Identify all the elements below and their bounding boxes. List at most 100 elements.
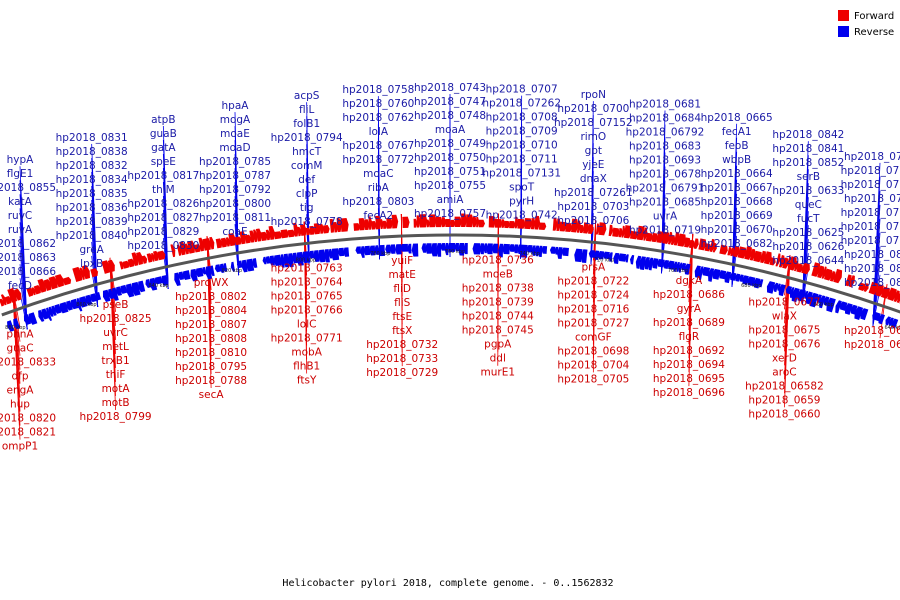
kbp-tick-11: 660 kbp [813,302,833,308]
forward-gene-68 [364,219,370,231]
forward-gene-148 [775,253,781,267]
gene-label-moaa: moaA [435,124,466,136]
reverse-gene-97 [526,245,533,253]
forward-gene-41 [228,233,236,247]
gene-label-hp2018-0772: hp2018_0772 [342,154,414,166]
gene-label-comm: comM [291,160,323,172]
reverse-gene-158 [826,297,836,313]
reverse-gene-140 [742,275,749,285]
legend-swatch-reverse [838,26,849,37]
reverse-gene-46 [262,256,267,265]
reverse-gene-106 [574,248,583,263]
reverse-gene-96 [519,244,528,258]
gene-label-hp2018-0745: hp2018_0745 [462,325,534,337]
gene-label-hp2018-0716: hp2018_0716 [557,303,629,315]
reverse-gene-58 [318,249,326,263]
reverse-gene-1 [13,318,21,330]
reverse-gene-66 [363,245,371,256]
forward-gene-38 [215,238,223,249]
reverse-leader-hp2018-0831 [91,143,99,307]
gene-label-hp2018-0675: hp2018_0675 [748,324,820,336]
reverse-gene-68 [374,245,379,255]
gene-label-hp2018-0676: hp2018_0676 [748,338,820,350]
reverse-gene-142 [753,277,761,289]
forward-gene-162 [849,275,855,288]
reverse-gene-162 [850,304,858,315]
reverse-gene-65 [360,246,365,258]
reverse-gene-81 [444,243,449,256]
reverse-gene-26 [145,279,152,289]
forward-gene-133 [698,238,707,251]
reverse-gene-77 [425,243,432,254]
forward-gene-159 [829,271,836,282]
forward-gene-86 [454,216,462,228]
reverse-gene-84 [458,243,465,256]
reverse-gene-161 [844,303,853,315]
gene-label-hp2018-0729: hp2018_0729 [366,367,438,379]
gene-label-hp2018-0706: hp2018_0706 [557,215,629,227]
gene-label-hp2018-0738: hp2018_0738 [462,283,534,295]
reverse-gene-88 [483,243,488,254]
gene-label-folb1: folB1 [293,118,320,130]
gene-label-ftse: ftsE [392,311,412,323]
forward-gene-75 [391,214,399,229]
gene-label-hp2018-0832: hp2018_0832 [56,160,128,172]
reverse-gene-149 [789,287,795,299]
gene-label-hp2018-0665: hp2018_0665 [701,112,773,124]
reverse-gene-86 [472,243,481,255]
gene-label-lolc: lolC [297,318,317,330]
gene-label-hp2018-0811: hp2018_0811 [199,212,271,224]
gene-label-dgka: dgkA [676,275,703,287]
reverse-gene-112 [608,252,613,262]
forward-gene-62 [329,218,335,233]
forward-gene-153 [796,263,804,273]
gene-label-tig: tig [300,202,314,214]
gene-label-hp2018-0771: hp2018_0771 [271,332,343,344]
forward-gene-98 [517,218,526,229]
gene-label-hp2018-0732: hp2018_0732 [366,339,438,351]
reverse-gene-167 [885,316,892,326]
reverse-gene-7 [48,306,54,317]
forward-gene-24 [141,255,148,264]
forward-gene-87 [461,213,467,228]
forward-gene-101 [534,215,541,230]
forward-strand-genes [0,213,900,307]
gene-label-hp2018-0834: hp2018_0834 [56,174,128,186]
forward-gene-12 [62,276,72,286]
forward-gene-107 [571,218,579,233]
gene-label-hp2018-0727: hp2018_0727 [557,317,629,329]
forward-gene-49 [265,229,271,241]
gene-label-feca1: fecA1 [722,126,752,138]
reverse-gene-151 [797,289,807,302]
genome-backbone-arc [1,233,900,317]
gene-label-ftsy: ftsY [297,374,317,386]
kbp-tick-9: 700 kbp [668,268,688,274]
forward-gene-144 [753,250,763,263]
forward-gene-69 [368,216,373,230]
kbp-tick-12: 640 kbp [884,325,900,331]
forward-gene-103 [552,218,558,231]
forward-gene-156 [817,265,825,279]
reverse-gene-59 [324,249,330,263]
reverse-gene-93 [508,244,515,252]
forward-gene-126 [667,231,673,245]
forward-gene-34 [194,244,202,253]
gene-label-hp2018-0830: hp2018_0830 [127,240,199,252]
gene-label-hp2018-0792: hp2018_0792 [199,184,271,196]
reverse-gene-159 [835,300,842,314]
gene-label-feca2: fecA2 [363,210,393,222]
reverse-gene-25 [138,280,146,293]
gene-label-hp2018-0755: hp2018_0755 [414,180,486,192]
forward-leader-hp2018-0799 [109,257,116,410]
gene-label-trxb1: trxB1 [101,355,129,367]
reverse-gene-168 [888,317,894,326]
kbp-tick-3: 820 kbp [222,268,242,274]
forward-gene-163 [858,282,866,291]
forward-gene-89 [472,216,478,228]
gene-label-guab: guaB [150,128,177,140]
reverse-gene-76 [421,243,427,253]
reverse-gene-130 [694,265,701,278]
forward-gene-109 [579,224,585,234]
reverse-gene-55 [302,251,311,264]
